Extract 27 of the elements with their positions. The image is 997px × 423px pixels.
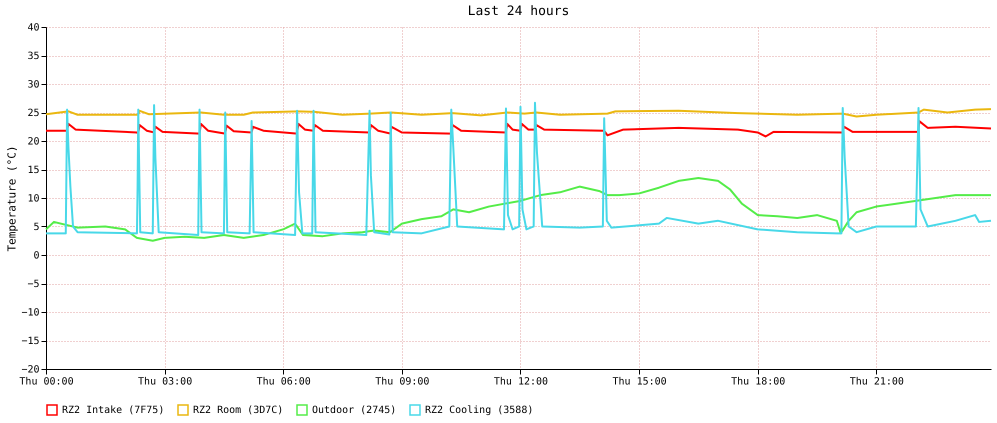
legend-label: RZ2 Intake (7F75): [62, 405, 164, 416]
y-tick-label: −15: [21, 336, 40, 347]
x-tick-label: Thu 00:00: [19, 376, 74, 388]
y-tick-label: −5: [27, 279, 40, 290]
y-tick-label: 5: [33, 222, 40, 233]
x-tick-label: Thu 03:00: [138, 376, 192, 388]
chart-title: Last 24 hours: [468, 4, 570, 19]
x-tick-label: Thu 15:00: [612, 376, 667, 388]
y-tick-label: −10: [21, 308, 40, 318]
x-tick-label: Thu 06:00: [256, 376, 311, 388]
x-tick-label: Thu 12:00: [494, 376, 548, 388]
y-tick-label: 30: [27, 80, 40, 90]
y-tick-label: 25: [27, 108, 40, 119]
legend-label: RZ2 Cooling (3588): [425, 405, 534, 416]
y-tick-label: 35: [27, 51, 40, 62]
x-tick-label: Thu 18:00: [731, 376, 786, 388]
y-tick-label: 20: [27, 136, 40, 148]
legend-label: Outdoor (2745): [312, 405, 396, 416]
x-tick-label: Thu 09:00: [375, 376, 430, 388]
y-axis-title: Temperature (°C): [5, 146, 18, 252]
y-tick-label: −20: [21, 364, 40, 376]
y-tick-label: 40: [27, 22, 40, 34]
x-tick-label: Thu 21:00: [850, 376, 904, 388]
y-tick-label: 15: [27, 165, 40, 176]
legend-label: RZ2 Room (3D7C): [193, 405, 284, 416]
y-tick-label: 0: [33, 250, 40, 262]
y-tick-label: 10: [27, 194, 40, 204]
